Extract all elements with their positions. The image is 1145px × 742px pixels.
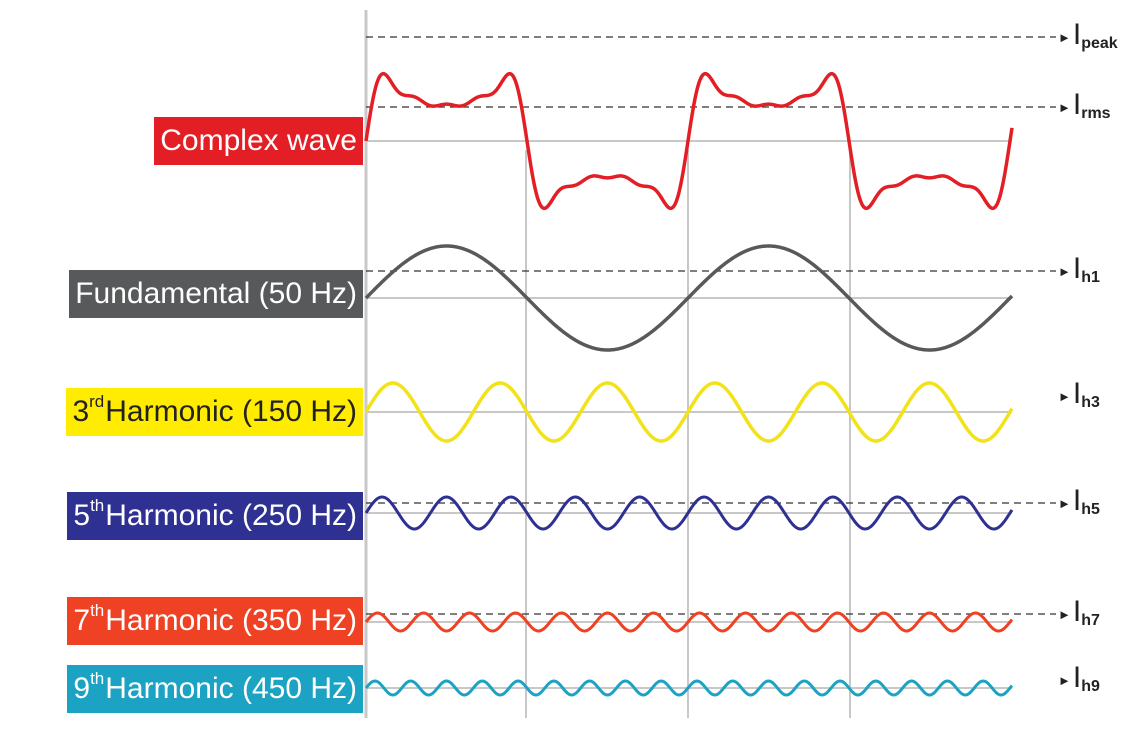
i-h9-sub: h9 xyxy=(1081,678,1100,695)
i-peak-main: I xyxy=(1072,18,1082,51)
arrow-icon: ► xyxy=(1058,389,1071,404)
i-h5-main: I xyxy=(1072,484,1082,517)
arrow-icon: ► xyxy=(1058,30,1071,45)
arrow-icon: ► xyxy=(1058,607,1071,622)
harmonic-5-number: 5 xyxy=(73,499,91,532)
fundamental-label: Fundamental (50 Hz) xyxy=(69,270,363,318)
arrow-icon: ► xyxy=(1058,673,1071,688)
i-rms-sub: rms xyxy=(1081,105,1111,122)
complex-wave-curve xyxy=(364,71,1014,211)
arrow-icon: ► xyxy=(1058,496,1071,511)
harmonic-5-label-text: Harmonic (250 Hz) xyxy=(105,499,357,532)
i-h3-sub: h3 xyxy=(1081,394,1100,411)
harmonic-9-wave-curve xyxy=(364,679,1014,697)
arrow-icon: ► xyxy=(1058,100,1071,115)
harmonic-7-label-text: Harmonic (350 Hz) xyxy=(105,604,357,637)
i-h3-main: I xyxy=(1072,377,1082,410)
i-peak-sub: peak xyxy=(1081,35,1118,52)
i-h9-main: I xyxy=(1072,661,1082,694)
fundamental-label-text: Fundamental (50 Hz) xyxy=(75,277,357,310)
i-h1-sub: h1 xyxy=(1081,269,1100,286)
harmonic-5-wave-curve xyxy=(364,495,1014,531)
complex-wave-label: Complex wave xyxy=(154,117,363,165)
complex-wave-label-text: Complex wave xyxy=(160,124,357,157)
harmonic-7-wave-curve xyxy=(364,611,1014,633)
i-rms-main: I xyxy=(1072,88,1082,121)
harmonic-7-number: 7 xyxy=(73,604,91,637)
i-h7-sub: h7 xyxy=(1081,612,1100,629)
arrow-icon: ► xyxy=(1058,264,1071,279)
i-h5-sub: h5 xyxy=(1081,501,1100,518)
harmonic-3-number: 3 xyxy=(72,395,90,428)
i-h1-main: I xyxy=(1072,252,1082,285)
harmonic-3-label-text: Harmonic (150 Hz) xyxy=(105,395,357,428)
harmonic-3-wave-curve xyxy=(364,381,1014,443)
harmonic-9-label-text: Harmonic (450 Hz) xyxy=(105,672,357,705)
fundamental-wave-curve xyxy=(364,244,1014,352)
i-h7-main: I xyxy=(1072,595,1082,628)
harmonic-9-number: 9 xyxy=(73,672,91,705)
